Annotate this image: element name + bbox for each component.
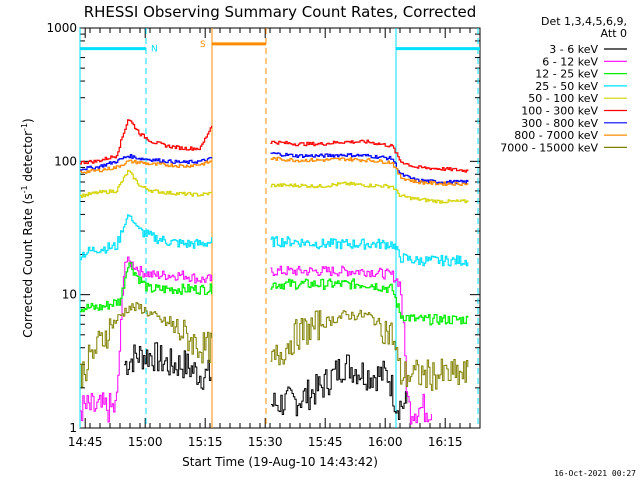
- x-tick-label: 15:15: [188, 435, 223, 449]
- legend-entry: 3 - 6 keV: [549, 43, 598, 56]
- legend-entry: 12 - 25 keV: [535, 68, 598, 81]
- legend-entry: 800 - 7000 keV: [514, 129, 598, 142]
- series-line: [80, 302, 213, 388]
- series-line: [80, 214, 213, 261]
- series-line: [80, 119, 213, 165]
- x-tick-label: 15:45: [308, 435, 343, 449]
- series-line: [80, 169, 213, 198]
- series-line: [270, 236, 469, 267]
- series-line: [270, 278, 469, 326]
- orbit-bar-label: S: [200, 40, 206, 50]
- legend-entry: 6 - 12 keV: [542, 55, 598, 68]
- series-line: [270, 265, 432, 425]
- chart-title: RHESSI Observing Summary Count Rates, Co…: [84, 3, 477, 21]
- series-line: [270, 139, 469, 173]
- y-tick-label: 100: [54, 154, 77, 168]
- x-axis-title: Start Time (19-Aug-10 14:43:42): [182, 455, 378, 469]
- x-tick-label: 15:30: [248, 435, 283, 449]
- timestamp: 16-Oct-2021 00:27: [554, 469, 636, 478]
- series-line: [80, 154, 213, 171]
- x-tick-label: 16:00: [368, 435, 403, 449]
- legend-entry: 100 - 300 keV: [521, 105, 598, 118]
- orbit-bar-label: N: [151, 45, 158, 55]
- series-line: [80, 262, 213, 313]
- series-line: [270, 156, 469, 186]
- legend-entry: 7000 - 15000 keV: [500, 141, 598, 154]
- series-line: [124, 342, 212, 390]
- series-line: [80, 256, 213, 423]
- x-tick-label: 15:00: [128, 435, 163, 449]
- y-axis: 1 10 100 1000: [46, 21, 480, 435]
- legend-entry: 50 - 100 keV: [528, 92, 598, 105]
- series-lines: [80, 119, 469, 425]
- series-line: [270, 181, 469, 204]
- x-axis: 14:45 15:00 15:15 15:30 15:45 16:00 16:15: [68, 28, 481, 449]
- legend-header-detectors: Det 1,3,4,5,6,9,: [541, 15, 627, 28]
- legend-header-attenuator: Att 0: [601, 27, 627, 40]
- y-tick-label: 10: [62, 288, 77, 302]
- series-line: [80, 159, 213, 174]
- legend-entry: 300 - 800 keV: [521, 117, 598, 130]
- series-line: [270, 309, 469, 391]
- series-line: [270, 152, 469, 185]
- y-tick-label: 1000: [46, 21, 77, 35]
- y-axis-title: Corrected Count Rate (s-1 detector-1): [20, 118, 35, 337]
- x-tick-label: 14:45: [68, 435, 103, 449]
- y-tick-label: 1: [69, 421, 77, 435]
- x-tick-label: 16:15: [428, 435, 463, 449]
- series-line: [271, 354, 408, 420]
- legend-entry: 25 - 50 keV: [535, 80, 598, 93]
